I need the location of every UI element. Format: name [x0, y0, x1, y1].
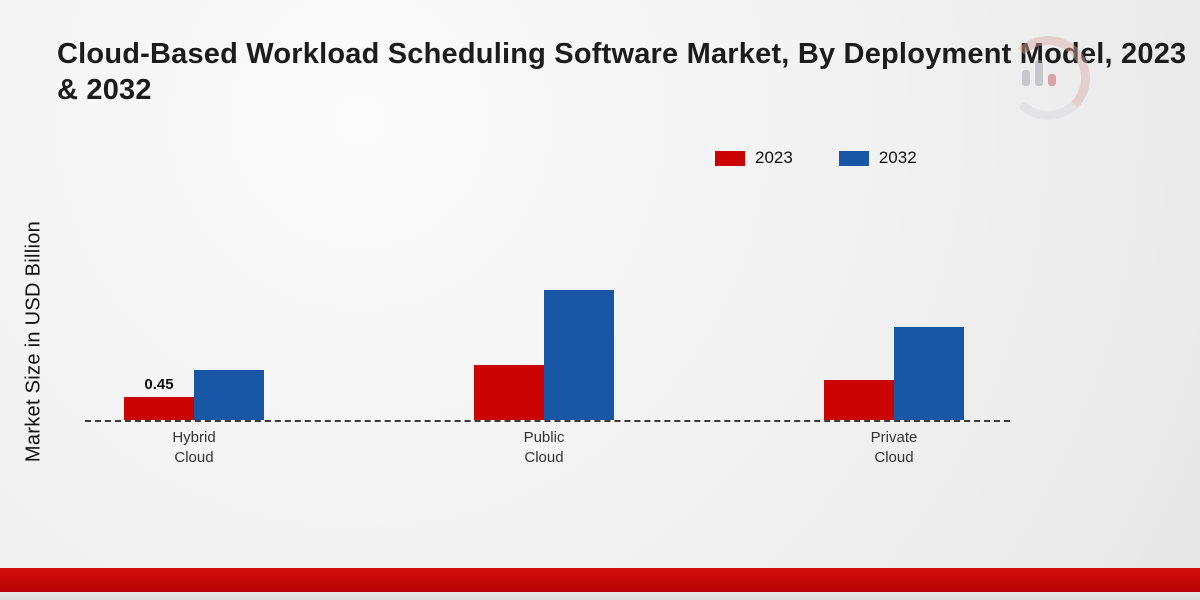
bar-group-public-cloud — [474, 0, 614, 420]
bar-2032-private-cloud — [894, 327, 964, 420]
bar-2023-hybrid-cloud — [124, 397, 194, 420]
legend-label-2023: 2023 — [755, 148, 793, 167]
chart-title: Cloud-Based Workload Scheduling Software… — [57, 36, 1200, 109]
footer-bottom-strip — [0, 592, 1200, 600]
bar-value-label: 0.45 — [144, 375, 174, 393]
legend-label-2032: 2032 — [878, 148, 917, 167]
legend-swatch-2032 — [838, 150, 869, 166]
bar-group-hybrid-cloud — [124, 0, 264, 420]
footer-red-bar — [0, 568, 1200, 592]
bar-2032-hybrid-cloud — [194, 370, 264, 420]
chart-legend: 2023 2032 — [715, 148, 917, 168]
legend-swatch-2023 — [715, 150, 745, 166]
bar-2023-public-cloud — [474, 365, 544, 420]
category-label-public-cloud: Public Cloud — [523, 429, 565, 467]
category-label-hybrid-cloud: Hybrid Cloud — [172, 429, 216, 467]
category-label-private-cloud: Private Cloud — [870, 429, 918, 467]
bar-2023-private-cloud — [824, 380, 894, 420]
legend-item-2023: 2023 — [715, 148, 793, 168]
legend-item-2032: 2032 — [838, 148, 917, 168]
chart-title-line1: Cloud-Based Workload Scheduling Software… — [57, 38, 1187, 70]
bar-2032-public-cloud — [544, 290, 614, 420]
bar-group-private-cloud — [824, 0, 964, 420]
chart-title-line2: & 2032 — [57, 74, 152, 107]
x-axis-baseline — [85, 420, 1010, 422]
